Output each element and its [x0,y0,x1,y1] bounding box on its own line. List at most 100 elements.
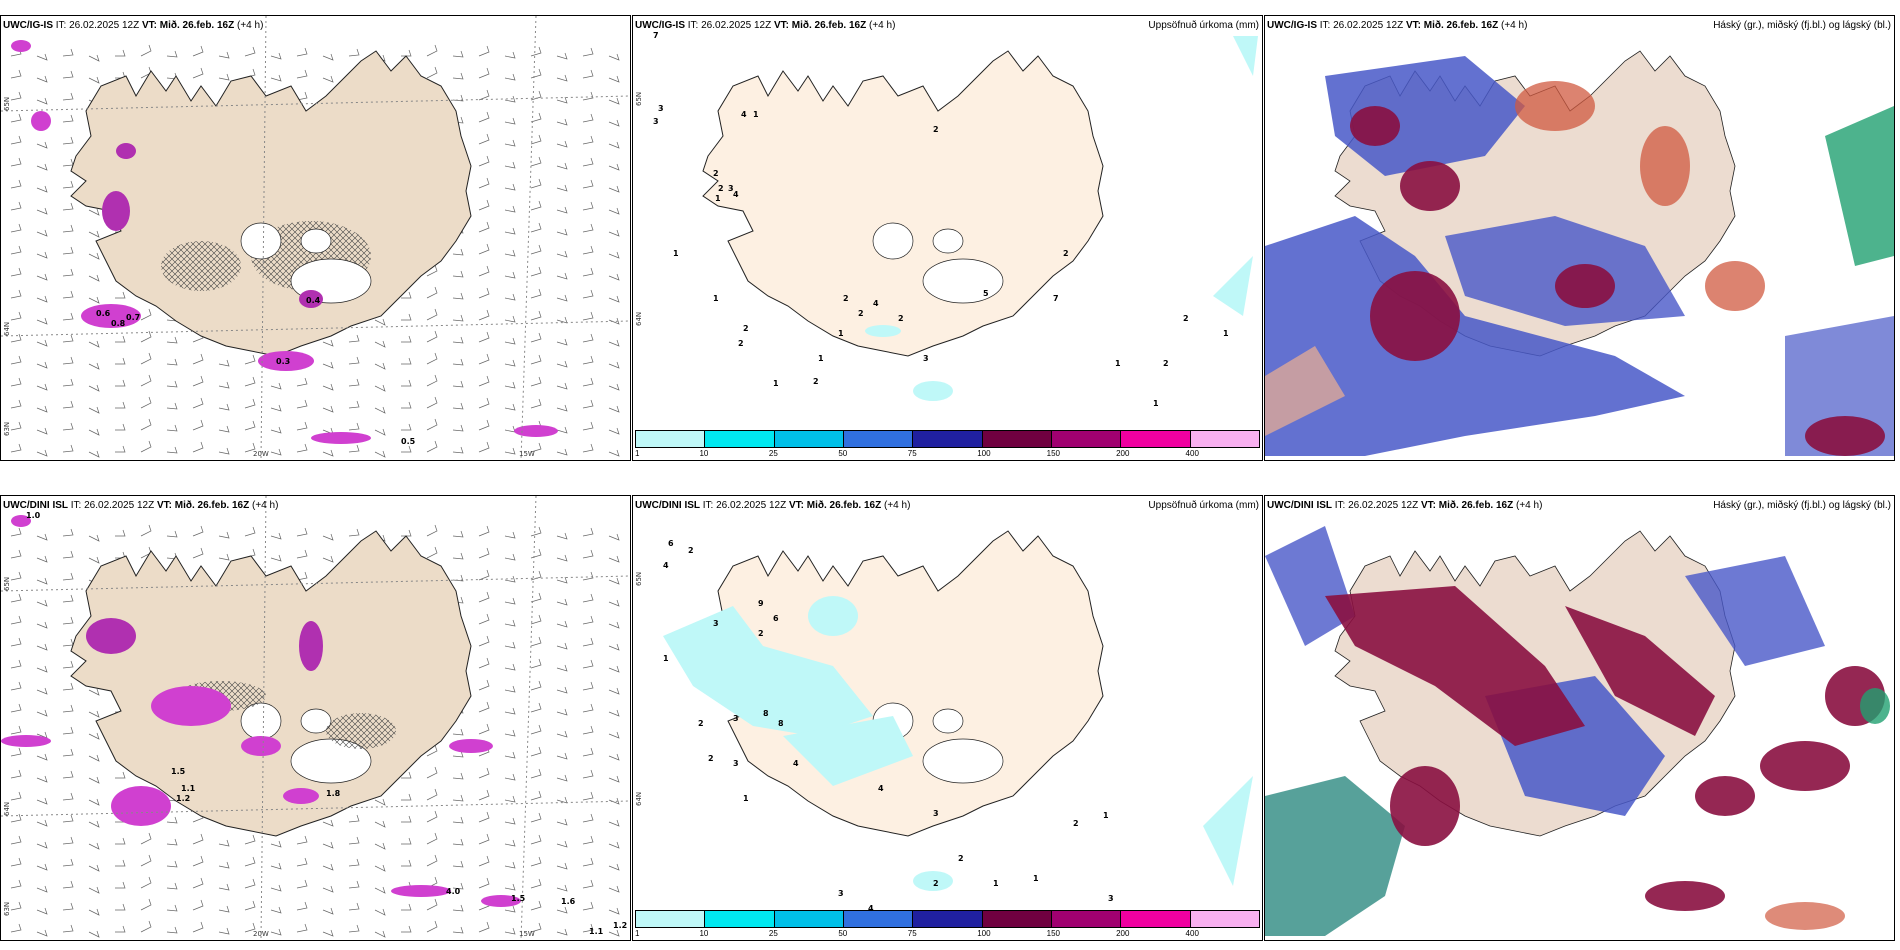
wind-barb [10,835,22,845]
wind-barb [426,352,438,365]
wind-barb [478,657,490,669]
wind-barb [426,440,438,453]
high-cloud [1760,741,1850,791]
wind-barb [556,774,568,782]
wind-barb [556,840,568,848]
wind-barb [140,352,152,365]
init-time: IT: 26.02.2025 12Z [702,500,787,511]
wind-barb [270,426,282,434]
cloud-map [1265,50,1894,456]
wind-barb [478,569,490,581]
colorbar-swatch [636,431,706,447]
value-label: 1.1 [589,927,604,936]
wind-barb [582,769,594,779]
wind-barb [348,902,360,911]
cloud-map [1265,526,1890,936]
wind-barb [530,724,542,735]
wind-barb [452,728,464,736]
wind-barb [166,446,178,454]
lead-time: (+4 h) [869,20,896,31]
wind-barb [426,396,438,409]
high-cloud [1265,346,1345,436]
wind-barb [62,924,74,933]
wind-barb [270,74,282,82]
wind-barb [10,681,22,691]
wind-barb [401,357,412,365]
wind-barb [582,615,594,625]
wind-barb [62,92,74,101]
wind-barb [608,383,620,391]
wind-barb [608,863,620,871]
wind-barb [322,885,334,893]
hatch-area [161,241,241,291]
wind-barb [10,179,22,189]
wind-barb [62,660,74,669]
wind-barb [192,833,204,845]
wind-barb [348,422,360,431]
wind-barb [401,771,412,779]
wind-barb [36,273,48,281]
wind-barb [10,747,22,757]
glacier [240,702,282,740]
wind-barb [36,295,48,303]
wind-barb [478,855,490,867]
wind-barb [426,766,438,779]
wind-barb [36,207,48,215]
wind-barb [322,819,334,827]
wind-barb [504,751,516,759]
wind-barb [452,424,464,432]
wind-barb [582,747,594,757]
wind-barb [88,732,100,740]
valid-time: Mið. 26.feb. 16Z [1438,500,1514,511]
wind-barb [478,177,490,189]
wind-barb [192,419,204,431]
wind-barb [478,265,490,277]
colorbar-tick: 200 [1116,929,1130,938]
precip-value: 1 [1115,359,1121,368]
wind-barb [582,201,594,211]
wind-barb [504,707,516,715]
wind-barb [374,406,386,414]
wind-barb [296,443,308,453]
wind-barb [478,767,490,779]
wind-barb [270,906,282,914]
wind-barb [556,294,568,302]
wind-barb [115,379,126,387]
colorbar-tick: 100 [977,449,991,458]
wind-barb [10,879,22,889]
wind-barb [296,377,308,387]
wind-barb [348,858,360,867]
wind-barb [270,554,282,562]
precip-value: 1 [818,354,824,363]
wind-barb [218,883,230,891]
wind-barb [530,658,542,669]
wind-barb [608,449,620,457]
wind-barb [10,135,22,145]
wind-barb [530,398,542,409]
wind-barb [348,880,360,889]
precip-value: 3 [653,117,659,126]
precip-area [1203,776,1253,886]
wind-barb [608,665,620,673]
wind-barb [62,880,74,889]
wind-barb [556,862,568,870]
precip-value: 3 [1108,894,1114,903]
wind-barb [478,811,490,823]
wind-barb [88,230,100,238]
wind-barb [140,524,152,537]
wind-barb [115,423,126,431]
wind-barb [452,552,464,560]
wind-barb [452,904,464,912]
wind-barb [426,898,438,911]
wind-barb [556,382,568,390]
wind-barb [115,837,126,845]
wind-barb [374,886,386,894]
wind-barb [401,401,412,409]
precip-area [808,596,858,636]
wind-barb [426,920,438,933]
precip-blob [283,788,319,804]
wind-barb [582,333,594,343]
wind-barb [608,555,620,563]
wind-barb [62,224,74,233]
precip-value: 8 [763,709,769,718]
